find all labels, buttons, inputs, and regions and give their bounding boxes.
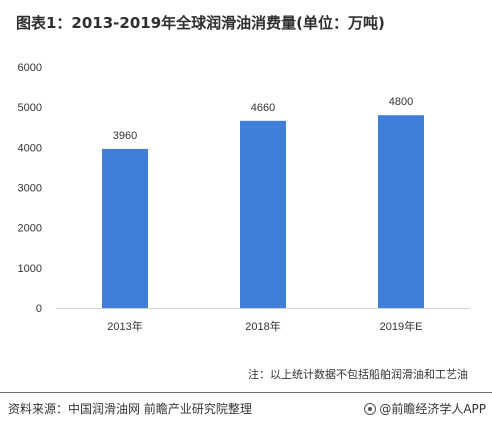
credit-text: @前瞻经济学人APP xyxy=(379,402,486,416)
bar-2 xyxy=(378,115,424,308)
credit-logo-icon xyxy=(364,402,377,415)
source-text: 资料来源：中国润滑油网 前瞻产业研究院整理 xyxy=(8,402,252,416)
bar-0 xyxy=(102,148,148,308)
y-tick-label: 0 xyxy=(36,303,42,315)
y-tick-label: 4000 xyxy=(18,142,42,154)
x-tick-label: 2013年 xyxy=(107,319,142,333)
chart-title: 图表1：2013-2019年全球润滑油消费量(单位：万吨) xyxy=(16,14,385,32)
bar-1 xyxy=(240,120,286,308)
data-label: 4800 xyxy=(389,96,413,108)
data-label: 3960 xyxy=(113,130,137,142)
y-tick-label: 5000 xyxy=(18,102,42,114)
footer-divider xyxy=(0,392,492,393)
credit: @前瞻经济学人APP xyxy=(364,400,486,417)
y-tick-label: 2000 xyxy=(18,223,42,235)
x-tick-label: 2019年E xyxy=(380,319,423,333)
chart-note: 注：以上统计数据不包括船舶润滑油和工艺油 xyxy=(248,368,468,381)
y-tick-label: 6000 xyxy=(18,62,42,74)
y-tick-label: 3000 xyxy=(18,183,42,195)
x-tick-label: 2018年 xyxy=(245,319,280,333)
y-tick-label: 1000 xyxy=(18,263,42,275)
data-label: 4660 xyxy=(251,102,275,114)
